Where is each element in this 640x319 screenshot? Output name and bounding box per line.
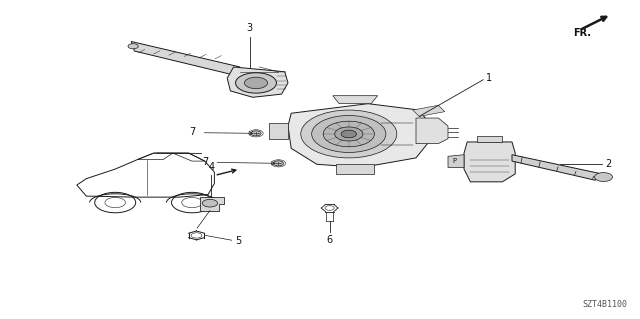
Text: 5: 5 — [235, 236, 241, 246]
Circle shape — [312, 115, 386, 152]
Text: 7: 7 — [202, 157, 208, 167]
Text: 2: 2 — [605, 159, 611, 169]
Circle shape — [251, 131, 261, 136]
Circle shape — [202, 199, 218, 207]
Bar — [336, 164, 374, 174]
Polygon shape — [333, 96, 378, 104]
Text: 1: 1 — [486, 73, 493, 83]
Polygon shape — [131, 41, 240, 75]
Bar — [477, 136, 502, 142]
Circle shape — [273, 161, 284, 166]
Text: SZT4B1100: SZT4B1100 — [582, 300, 627, 309]
Circle shape — [341, 130, 356, 138]
Polygon shape — [227, 67, 288, 97]
Polygon shape — [413, 105, 445, 116]
Text: 4: 4 — [208, 162, 214, 172]
Polygon shape — [269, 123, 288, 139]
Circle shape — [323, 121, 374, 147]
Circle shape — [128, 44, 138, 49]
Text: FR.: FR. — [573, 28, 591, 39]
Circle shape — [301, 110, 397, 158]
Polygon shape — [288, 104, 429, 167]
Text: 3: 3 — [246, 24, 253, 33]
Polygon shape — [512, 155, 602, 180]
Polygon shape — [200, 197, 224, 211]
Text: P: P — [452, 158, 456, 164]
Text: 7: 7 — [189, 127, 195, 137]
Polygon shape — [448, 155, 464, 167]
Circle shape — [595, 173, 612, 182]
Circle shape — [335, 127, 363, 141]
Polygon shape — [416, 118, 448, 144]
Circle shape — [236, 73, 276, 93]
Polygon shape — [464, 142, 515, 182]
Text: 6: 6 — [326, 235, 333, 245]
Circle shape — [244, 77, 268, 89]
